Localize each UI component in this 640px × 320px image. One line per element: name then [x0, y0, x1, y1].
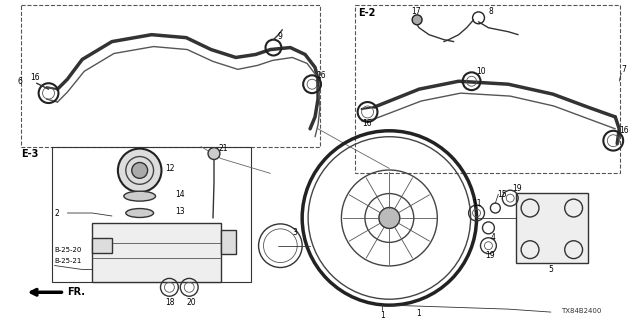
Text: 14: 14	[175, 190, 185, 199]
Text: 16: 16	[620, 126, 629, 135]
Text: 20: 20	[186, 298, 196, 307]
Text: 15: 15	[497, 190, 507, 199]
Bar	[516, 193, 588, 262]
Text: 10: 10	[477, 67, 486, 76]
Text: 16: 16	[363, 119, 372, 128]
Text: 11: 11	[472, 199, 482, 208]
Text: TX84B2400: TX84B2400	[561, 308, 601, 314]
Circle shape	[132, 163, 148, 178]
Text: 17: 17	[411, 7, 420, 16]
Text: 2: 2	[54, 209, 60, 218]
Text: 21: 21	[219, 144, 228, 153]
Text: 7: 7	[621, 65, 626, 74]
Text: FR.: FR.	[67, 287, 85, 297]
Bar	[355, 5, 620, 173]
Text: B-25-20: B-25-20	[54, 247, 82, 253]
Text: 4: 4	[490, 233, 495, 242]
Text: 16: 16	[316, 71, 326, 80]
Text: 3: 3	[292, 228, 297, 237]
Text: 18: 18	[166, 298, 175, 307]
Text: 1: 1	[417, 308, 422, 317]
Text: 1: 1	[380, 310, 385, 320]
Text: 6: 6	[18, 77, 22, 86]
Circle shape	[208, 148, 220, 159]
Ellipse shape	[126, 209, 154, 218]
Text: E-3: E-3	[20, 148, 38, 159]
Text: E-2: E-2	[358, 8, 375, 18]
Text: 12: 12	[166, 164, 175, 173]
Text: 9: 9	[277, 32, 282, 41]
Text: B-25-21: B-25-21	[54, 258, 82, 264]
Text: 19: 19	[512, 184, 522, 193]
Text: 16: 16	[31, 73, 40, 82]
Text: 19: 19	[486, 251, 495, 260]
Circle shape	[412, 15, 422, 25]
Circle shape	[118, 148, 161, 192]
Text: 8: 8	[488, 7, 493, 16]
Bar	[221, 230, 236, 254]
Bar	[92, 238, 112, 253]
Text: 13: 13	[175, 206, 185, 216]
Bar	[20, 5, 320, 147]
Ellipse shape	[124, 191, 156, 201]
Circle shape	[379, 207, 400, 228]
Bar	[52, 147, 251, 282]
Bar	[92, 223, 221, 282]
Text: 5: 5	[548, 265, 554, 274]
